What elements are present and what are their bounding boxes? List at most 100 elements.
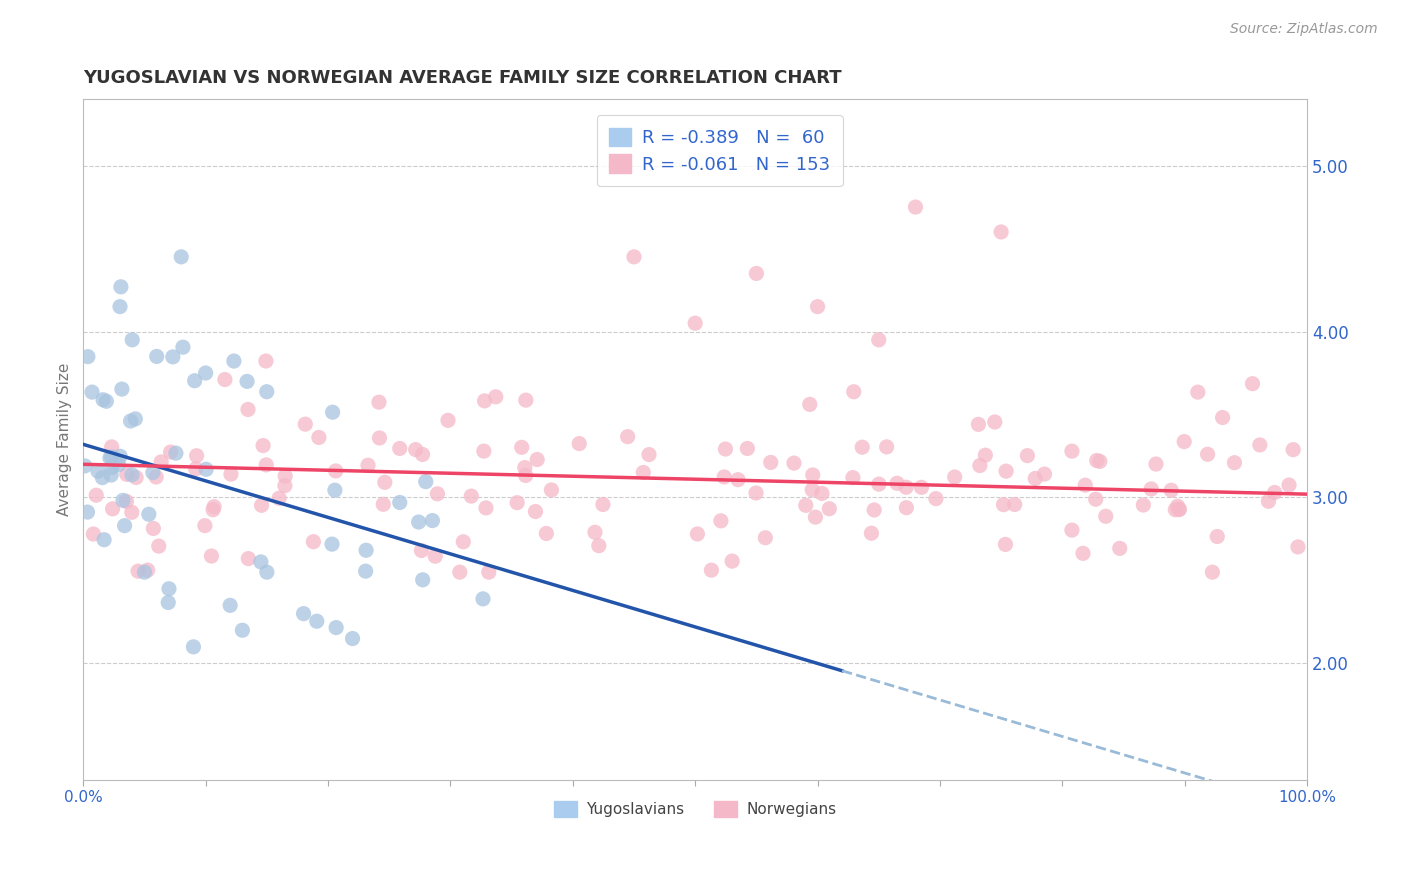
Point: [1004, 498, 1026, 512]
Point: [292, 607, 315, 621]
Point: [860, 526, 883, 541]
Point: [302, 534, 325, 549]
Point: [811, 486, 834, 500]
Point: [713, 470, 735, 484]
Point: [256, 384, 278, 399]
Point: [121, 505, 143, 519]
Point: [1088, 454, 1111, 468]
Point: [184, 462, 207, 476]
Point: [714, 442, 737, 456]
Point: [120, 414, 142, 428]
Point: [108, 300, 131, 314]
Point: [162, 350, 184, 364]
Point: [125, 470, 148, 484]
Point: [700, 563, 723, 577]
Point: [1167, 500, 1189, 514]
Point: [368, 395, 391, 409]
Point: [472, 444, 495, 458]
Point: [967, 417, 990, 432]
Point: [96, 394, 118, 409]
Point: [388, 495, 411, 509]
Point: [1249, 438, 1271, 452]
Text: YUGOSLAVIAN VS NORWEGIAN AVERAGE FAMILY SIZE CORRELATION CHART: YUGOSLAVIAN VS NORWEGIAN AVERAGE FAMILY …: [83, 69, 842, 87]
Point: [1071, 546, 1094, 560]
Point: [886, 476, 908, 491]
Point: [568, 436, 591, 450]
Point: [111, 382, 134, 396]
Point: [294, 417, 316, 432]
Point: [925, 491, 948, 506]
Point: [222, 354, 245, 368]
Point: [1197, 447, 1219, 461]
Point: [136, 563, 159, 577]
Point: [170, 250, 193, 264]
Point: [1206, 529, 1229, 543]
Point: [325, 464, 347, 478]
Point: [115, 467, 138, 482]
Point: [759, 455, 782, 469]
Point: [842, 384, 865, 399]
Point: [710, 514, 733, 528]
Point: [165, 446, 187, 460]
Point: [254, 458, 277, 472]
Point: [115, 494, 138, 508]
Point: [426, 487, 449, 501]
Point: [157, 582, 180, 596]
Point: [910, 480, 932, 494]
Point: [993, 498, 1015, 512]
Point: [412, 448, 434, 462]
Point: [368, 431, 391, 445]
Point: [1160, 483, 1182, 498]
Point: [1144, 457, 1167, 471]
Point: [683, 316, 706, 330]
Point: [194, 518, 217, 533]
Point: [1168, 502, 1191, 516]
Point: [995, 464, 1018, 478]
Point: [231, 624, 253, 638]
Point: [754, 531, 776, 545]
Point: [76, 350, 98, 364]
Point: [91, 470, 114, 484]
Y-axis label: Average Family Size: Average Family Size: [58, 363, 72, 516]
Point: [737, 442, 759, 456]
Point: [799, 397, 821, 411]
Point: [1173, 434, 1195, 449]
Point: [904, 200, 927, 214]
Point: [183, 374, 205, 388]
Point: [219, 599, 242, 613]
Point: [1223, 456, 1246, 470]
Point: [186, 449, 208, 463]
Point: [108, 450, 131, 464]
Point: [121, 333, 143, 347]
Point: [1024, 471, 1046, 485]
Point: [638, 448, 661, 462]
Point: [157, 595, 180, 609]
Point: [1168, 502, 1191, 516]
Point: [1108, 541, 1130, 556]
Point: [98, 450, 121, 465]
Point: [510, 440, 533, 454]
Point: [1257, 494, 1279, 508]
Point: [200, 549, 222, 563]
Point: [1187, 385, 1209, 400]
Point: [252, 439, 274, 453]
Point: [592, 498, 614, 512]
Point: [1278, 478, 1301, 492]
Point: [121, 467, 143, 482]
Point: [236, 402, 259, 417]
Point: [93, 533, 115, 547]
Point: [1085, 453, 1108, 467]
Point: [943, 470, 966, 484]
Point: [524, 504, 547, 518]
Point: [321, 537, 343, 551]
Point: [250, 555, 273, 569]
Point: [583, 525, 606, 540]
Point: [984, 415, 1007, 429]
Point: [145, 350, 167, 364]
Point: [536, 526, 558, 541]
Point: [863, 503, 886, 517]
Point: [405, 442, 427, 457]
Point: [1212, 410, 1234, 425]
Point: [515, 468, 537, 483]
Point: [990, 225, 1012, 239]
